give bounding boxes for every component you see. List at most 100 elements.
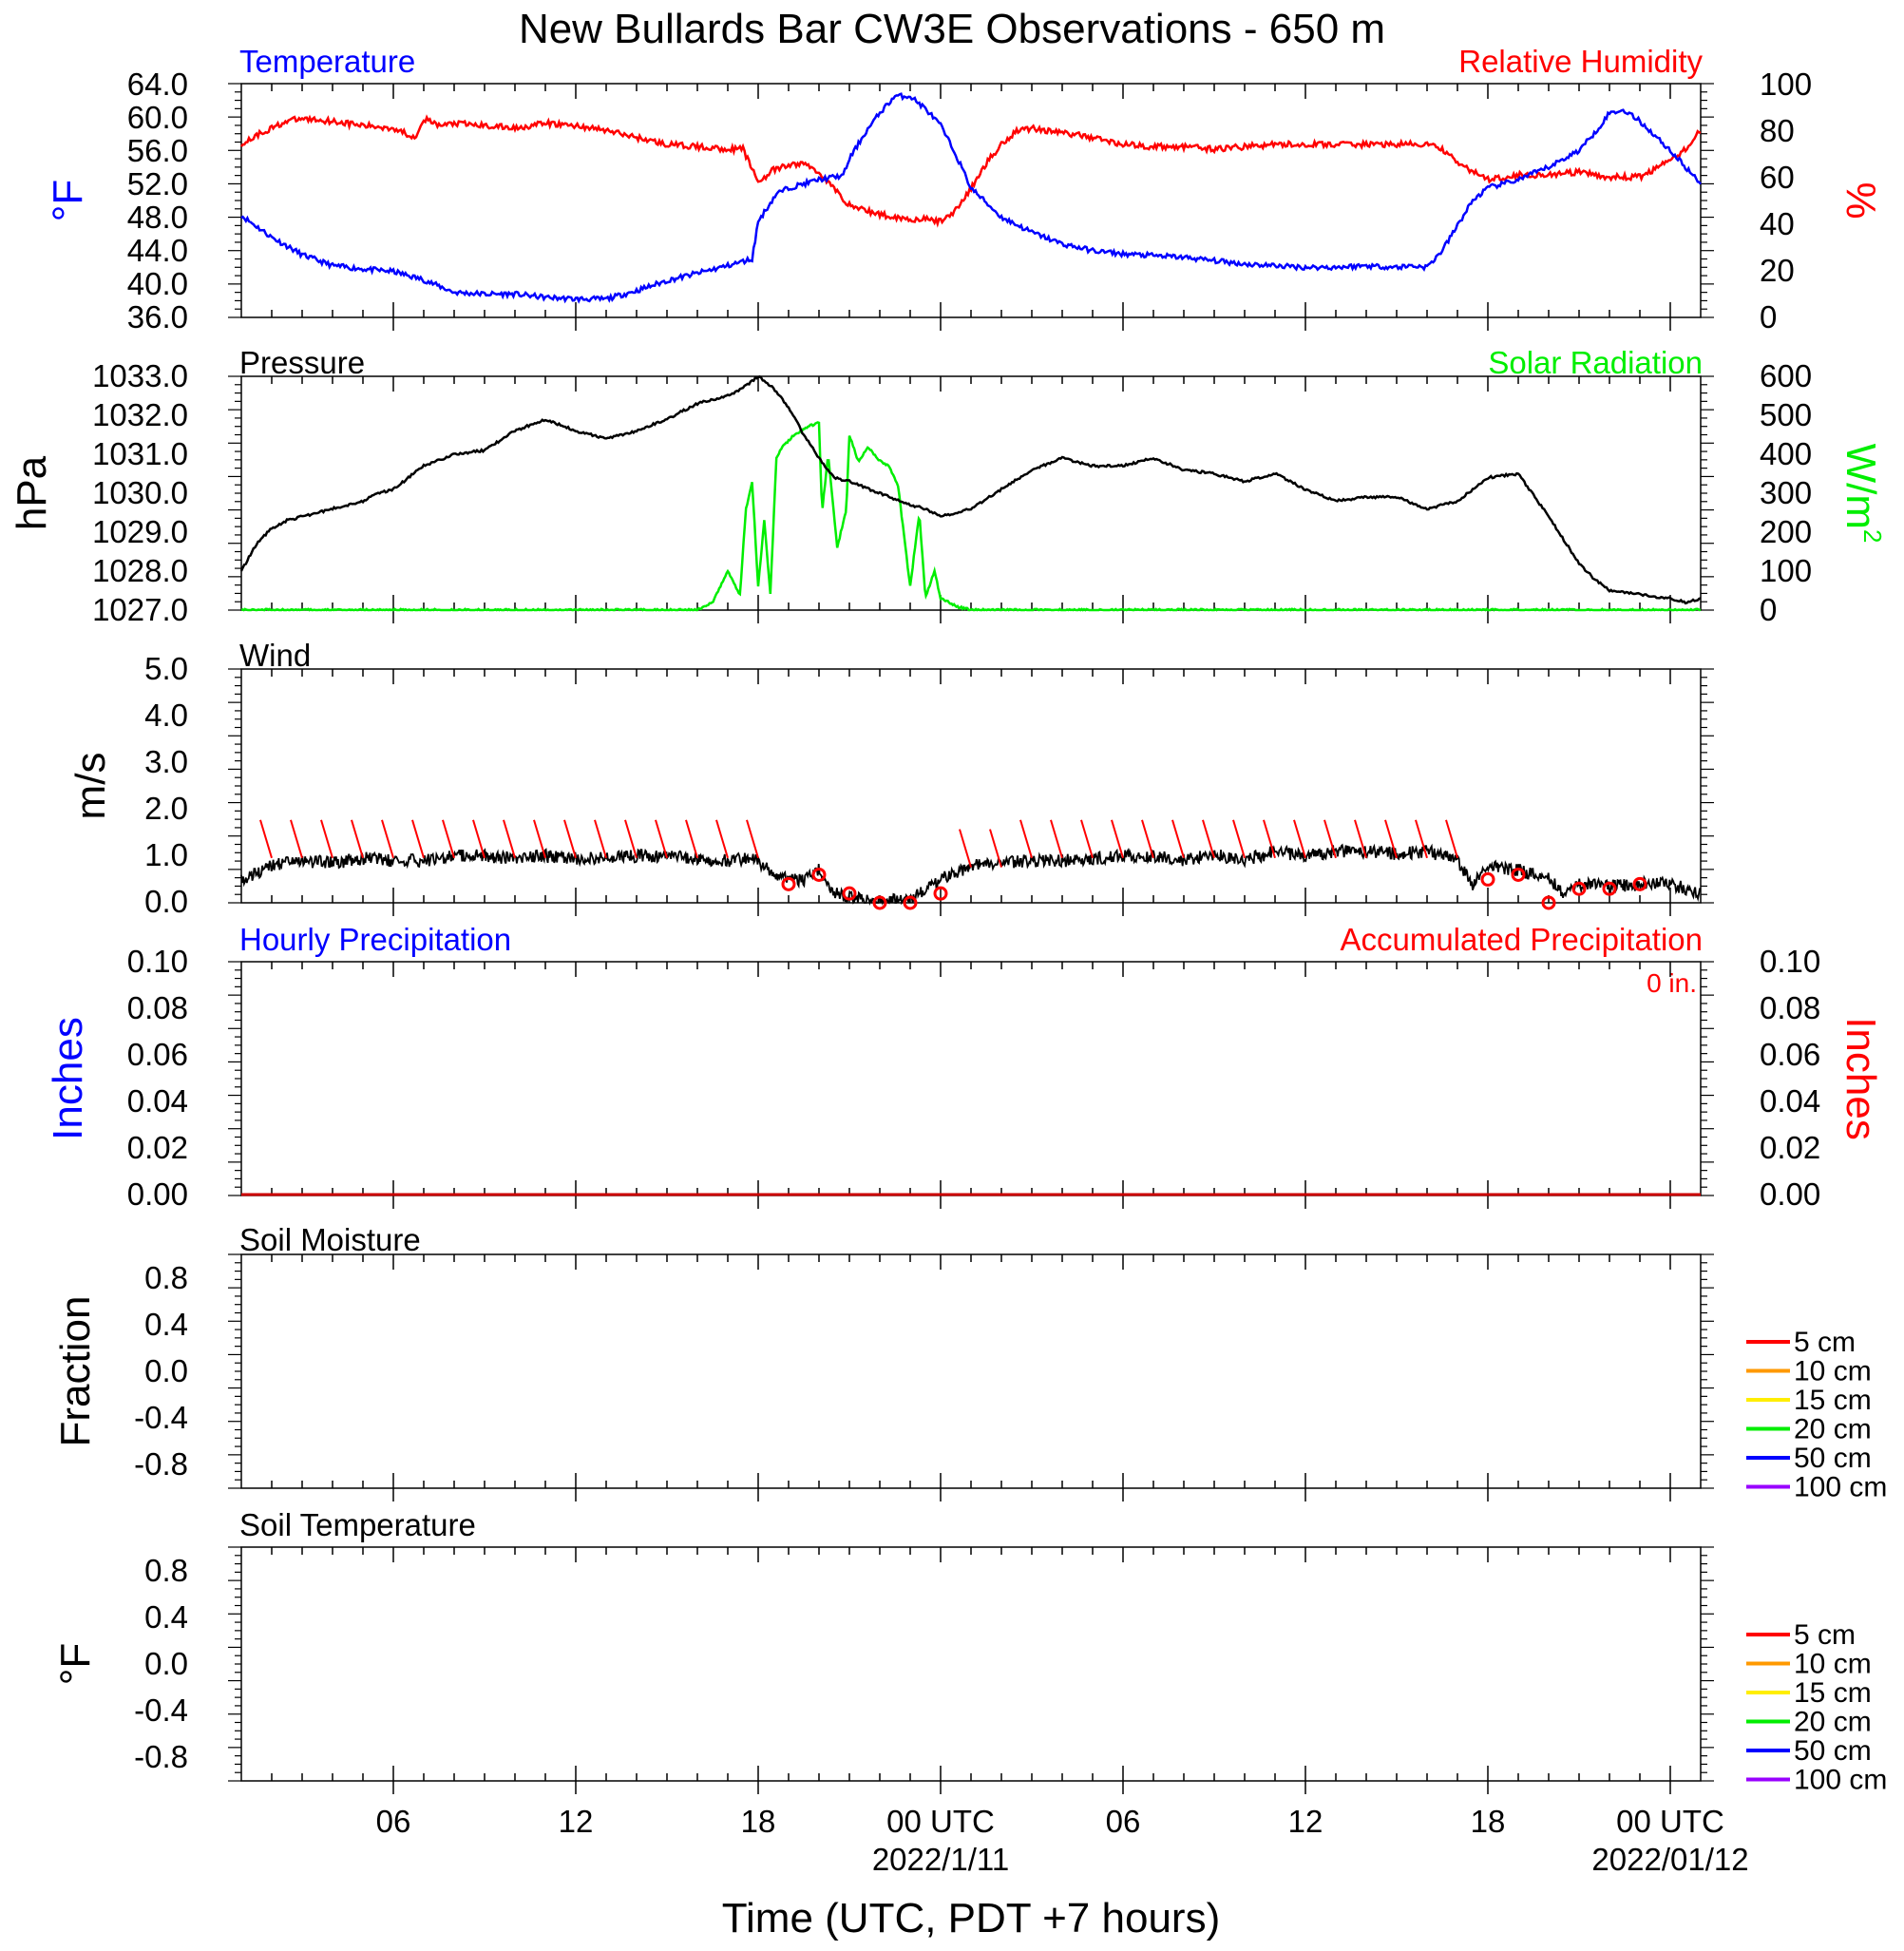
hourly-precip-unit: Inches (45, 1017, 91, 1140)
solar-right-ticks: 600 500 400 300 200 100 0 (1760, 358, 1812, 627)
wind-tick-label: 2.0 (144, 791, 188, 826)
time-tick-label: 06 (1106, 1804, 1141, 1839)
precip-tickmarks (228, 961, 1714, 1209)
soil-temp-frame (240, 1546, 1702, 1782)
soil-moisture-tick-label: -0.8 (134, 1446, 188, 1482)
wind-tickmarks (228, 668, 1714, 916)
wind-tick-label: 4.0 (144, 698, 188, 733)
wind-barb (1141, 819, 1154, 859)
pressure-solar-panel: Pressure Solar Radiation hPa W/m2 1033.0… (9, 345, 1887, 627)
legend-label: 20 cm (1794, 1414, 1872, 1445)
precip-left-ticks: 0.10 0.08 0.06 0.04 0.02 0.00 (127, 944, 188, 1212)
temperature-title: Temperature (239, 44, 415, 79)
wind-tick-label: 1.0 (144, 837, 188, 872)
legend-label: 100 cm (1794, 1765, 1887, 1796)
calm-wind-marker (903, 895, 918, 910)
rh-tick-label: 0 (1760, 299, 1777, 335)
time-tick-label: 12 (1288, 1804, 1323, 1839)
pressure-solar-frame (240, 375, 1702, 611)
pressure-tick-label: 1032.0 (92, 397, 188, 432)
precip-tick-label: 0.04 (127, 1083, 188, 1119)
humidity-title: Relative Humidity (1458, 44, 1703, 79)
wind-barb (1323, 819, 1337, 859)
pressure-tick-label: 1030.0 (92, 475, 188, 510)
x-axis-label: Time (UTC, PDT +7 hours) (722, 1895, 1220, 1941)
pressure-tick-label: 1033.0 (92, 358, 188, 393)
calm-wind-marker (811, 867, 827, 882)
temp-tick-label: 64.0 (127, 67, 188, 102)
calm-wind-marker (1602, 881, 1617, 896)
temp-tick-label: 44.0 (127, 233, 188, 268)
temp-rh-frame (240, 83, 1702, 318)
temp-tick-label: 56.0 (127, 133, 188, 168)
precip-right-ticks: 0.10 0.08 0.06 0.04 0.02 0.00 (1760, 944, 1820, 1212)
soil-temp-left-ticks: 0.8 0.4 0.0 -0.4 -0.8 (134, 1553, 188, 1774)
legend-label: 10 cm (1794, 1356, 1872, 1387)
calm-wind-marker (933, 886, 948, 901)
pressure-tick-label: 1027.0 (92, 592, 188, 627)
wind-barb (1080, 819, 1094, 859)
solar-title: Solar Radiation (1488, 345, 1703, 380)
soil-moisture-panel: Soil Moisture Fraction 0.8 0.4 0.0 -0.4 … (52, 1222, 1887, 1503)
temp-tick-label: 48.0 (127, 200, 188, 235)
soil-moisture-tick-label: 0.8 (144, 1260, 188, 1295)
wind-barb (1263, 819, 1276, 859)
rh-tick-label: 60 (1760, 160, 1795, 195)
wind-barb (1415, 819, 1428, 859)
precip-frame (240, 961, 1702, 1196)
precip-tick-label: 0.02 (127, 1130, 188, 1165)
wind-barb (655, 819, 668, 859)
wind-barb (411, 819, 425, 859)
calm-wind-marker (842, 886, 857, 901)
soil-temp-unit: °F (52, 1643, 99, 1685)
wind-barb (320, 819, 333, 859)
wind-barb (1202, 819, 1215, 859)
calm-wind-marker (1480, 871, 1495, 887)
wind-barb (624, 819, 638, 859)
rh-tick-label: 100 (1760, 67, 1812, 102)
legend-label: 100 cm (1794, 1472, 1887, 1503)
temp-tick-label: 40.0 (127, 266, 188, 301)
temp-rh-panel: Temperature Relative Humidity °F % 64.0 … (45, 44, 1884, 335)
wind-barb (959, 829, 972, 868)
accum-precip-total: 0 in. (1647, 968, 1697, 998)
rh-tick-label: 20 (1760, 253, 1795, 288)
time-tick-date: 2022/01/12 (1591, 1842, 1748, 1877)
wind-barb (472, 819, 486, 859)
wind-barb (563, 819, 577, 859)
pressure-tick-label: 1028.0 (92, 553, 188, 588)
wind-panel: Wind m/s 5.0 4.0 3.0 2.0 1.0 0.0 (67, 638, 1714, 919)
legend-label: 5 cm (1794, 1619, 1856, 1651)
hourly-precip-title: Hourly Precipitation (239, 922, 511, 957)
legend-label: 5 cm (1794, 1327, 1856, 1358)
temp-tick-label: 52.0 (127, 166, 188, 201)
soil-temp-tick-label: 0.0 (144, 1646, 188, 1681)
wind-barb (1445, 819, 1458, 859)
wind-frame (240, 668, 1702, 904)
wind-left-ticks: 5.0 4.0 3.0 2.0 1.0 0.0 (144, 651, 188, 919)
temperature-unit: °F (45, 180, 91, 221)
soil-moisture-unit: Fraction (52, 1296, 99, 1447)
time-tick-label: 18 (1471, 1804, 1506, 1839)
legend-label: 15 cm (1794, 1385, 1872, 1416)
accum-tick-label: 0.06 (1760, 1037, 1820, 1072)
time-tick-label: 00 UTC (1616, 1804, 1724, 1839)
solar-tick-label: 500 (1760, 397, 1812, 432)
pressure-tick-label: 1031.0 (92, 436, 188, 471)
solar-tick-label: 600 (1760, 358, 1812, 393)
accum-precip-unit: Inches (1837, 1017, 1884, 1140)
wind-barb (1111, 819, 1124, 859)
wind-title: Wind (239, 638, 311, 673)
rh-right-ticks: 100 80 60 40 20 0 (1760, 67, 1812, 335)
wind-tick-label: 5.0 (144, 651, 188, 686)
wind-tick-label: 0.0 (144, 884, 188, 919)
wind-barb (685, 819, 698, 859)
soil-moisture-title: Soil Moisture (239, 1222, 421, 1257)
accum-tick-label: 0.00 (1760, 1176, 1820, 1212)
humidity-unit: % (1837, 182, 1884, 219)
soil-moisture-tick-label: -0.4 (134, 1400, 188, 1435)
wind-barb (1293, 819, 1306, 859)
calm-wind-marker (1541, 895, 1556, 910)
